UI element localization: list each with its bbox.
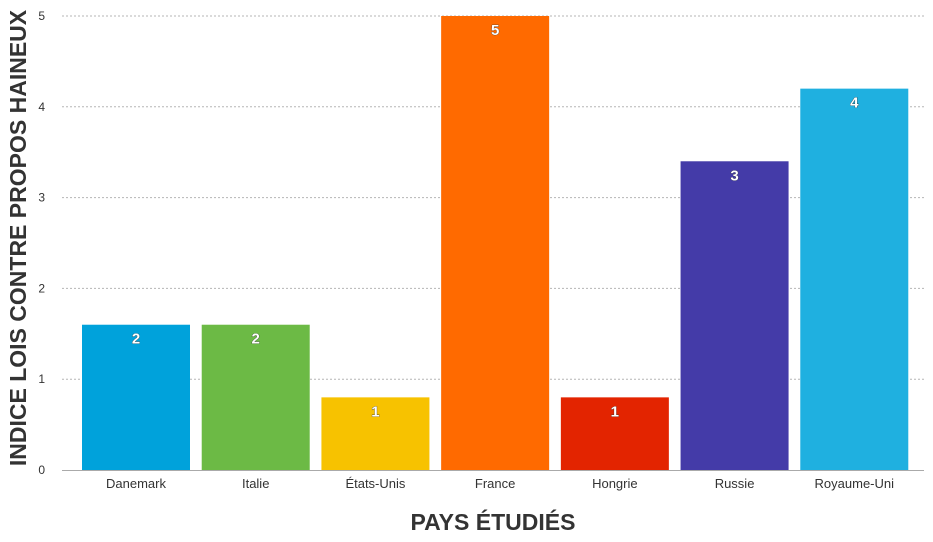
x-tick-label: Royaume-Uni [815, 476, 895, 491]
data-labels: 2 2 1 5 1 3 4 [132, 22, 860, 421]
bar [441, 16, 550, 470]
x-tick-label: Danemark [106, 476, 166, 491]
data-label: 5 [491, 22, 499, 39]
x-tick-label: Russie [715, 476, 755, 491]
y-axis-title: INDICE LOIS CONTRE PROPOS HAINEUX [5, 9, 31, 466]
y-axis-ticks: 0 1 2 3 4 5 [38, 9, 45, 477]
data-label: 2 [132, 331, 140, 348]
x-tick-label: Italie [242, 476, 269, 491]
y-tick-label: 1 [38, 372, 45, 386]
x-tick-label: Hongrie [592, 476, 638, 491]
data-label: 1 [611, 403, 619, 420]
bar [800, 88, 909, 470]
y-tick-label: 0 [38, 463, 45, 477]
y-tick-label: 4 [38, 100, 45, 114]
data-label: 3 [730, 167, 738, 184]
y-tick-label: 5 [38, 9, 45, 23]
data-label: 2 [252, 331, 260, 348]
x-tick-label: États-Unis [345, 476, 405, 491]
bars [82, 16, 909, 470]
bar [680, 161, 789, 470]
data-label: 1 [371, 403, 379, 420]
x-axis-categories: Danemark Italie États-Unis France Hongrie Rus… [106, 476, 894, 491]
x-axis-title: PAYS ÉTUDIÉS [411, 508, 576, 535]
x-tick-label: France [475, 476, 515, 491]
bar [321, 397, 430, 470]
y-tick-label: 3 [38, 191, 45, 205]
bar [201, 324, 310, 470]
bar [82, 324, 190, 470]
data-label: 4 [850, 95, 859, 112]
y-tick-label: 2 [38, 281, 45, 295]
bar [560, 397, 669, 470]
